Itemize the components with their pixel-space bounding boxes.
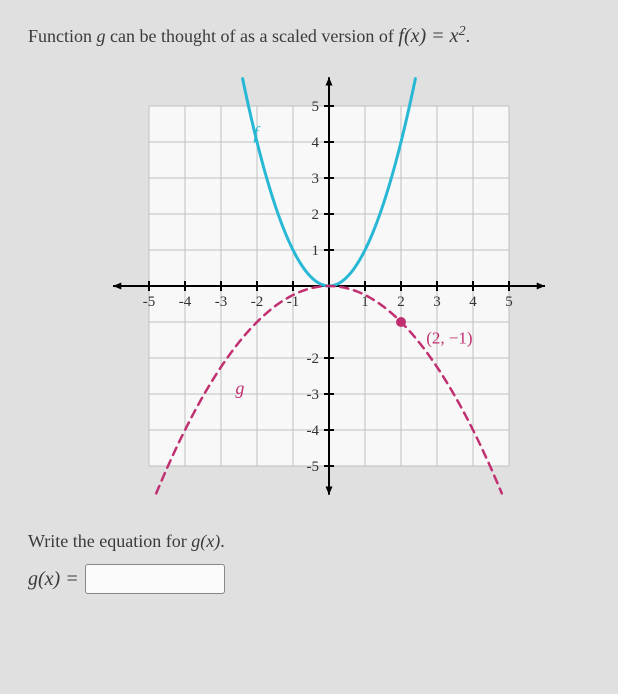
svg-text:3: 3 — [433, 294, 441, 310]
svg-text:2: 2 — [312, 207, 320, 223]
coordinate-chart: -5-4-3-2-112345-5-4-3-212345xyfg(2, −1) — [69, 76, 549, 496]
prompt-fx: f(x) = x — [398, 25, 458, 47]
answer-input[interactable] — [85, 564, 225, 594]
svg-text:-3: -3 — [307, 387, 320, 403]
svg-text:(2, −1): (2, −1) — [426, 329, 472, 348]
question-text: Write the equation for g(x). — [28, 531, 590, 552]
svg-text:-2: -2 — [251, 294, 264, 310]
answer-row: g(x) = — [28, 564, 590, 594]
svg-text:-3: -3 — [215, 294, 228, 310]
svg-text:5: 5 — [505, 294, 513, 310]
question-gx: g(x) — [191, 531, 220, 551]
answer-lhs: g(x) = — [28, 568, 79, 591]
chart-container: -5-4-3-2-112345-5-4-3-212345xyfg(2, −1) — [69, 76, 549, 501]
svg-text:g: g — [235, 378, 244, 398]
svg-text:3: 3 — [312, 171, 320, 187]
svg-text:-4: -4 — [307, 423, 320, 439]
svg-text:4: 4 — [312, 135, 320, 151]
prompt-text: Function g can be thought of as a scaled… — [28, 20, 590, 52]
svg-text:5: 5 — [312, 99, 320, 115]
prompt-mid: can be thought of as a scaled version of — [106, 26, 399, 46]
prompt-period: . — [466, 26, 471, 46]
svg-text:-5: -5 — [143, 294, 156, 310]
prompt-g: g — [97, 26, 106, 46]
svg-text:4: 4 — [469, 294, 477, 310]
svg-text:-4: -4 — [179, 294, 192, 310]
question-period: . — [220, 531, 225, 551]
svg-text:-5: -5 — [307, 459, 320, 475]
svg-text:1: 1 — [312, 243, 320, 259]
svg-text:2: 2 — [397, 294, 405, 310]
question-prefix: Write the equation for — [28, 531, 191, 551]
svg-text:-2: -2 — [307, 351, 320, 367]
prompt-sq: 2 — [459, 24, 466, 39]
prompt-prefix: Function — [28, 26, 97, 46]
